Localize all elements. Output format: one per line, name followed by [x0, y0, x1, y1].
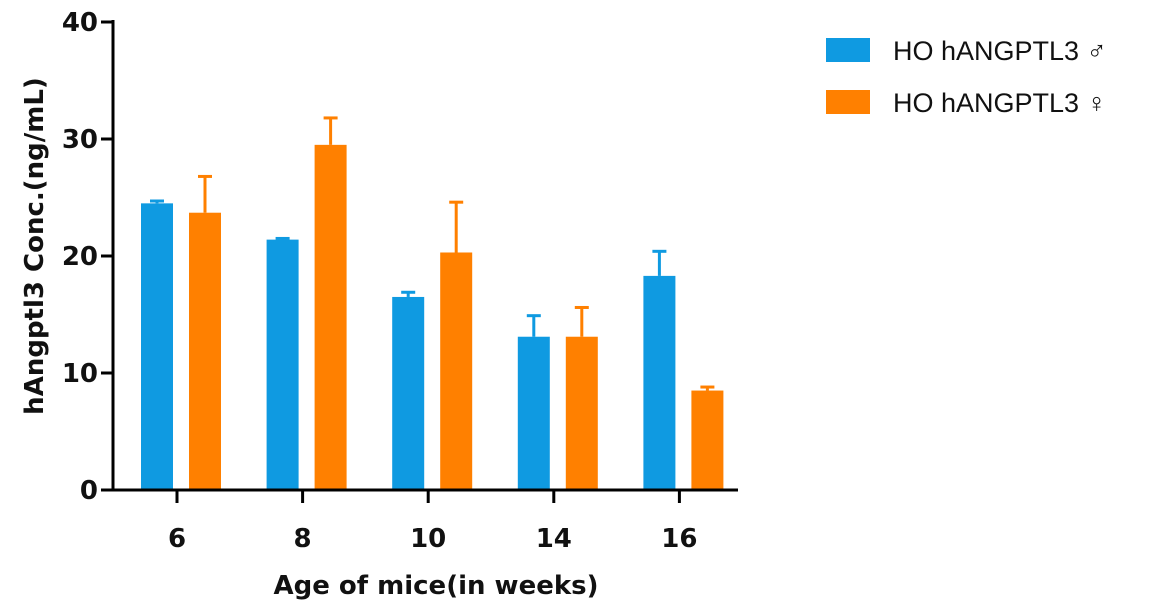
y-tick-label: 0: [80, 476, 98, 506]
legend-label: HO hANGPTL3 ♂: [893, 36, 1107, 66]
legend-label: HO hANGPTL3 ♀: [893, 88, 1107, 118]
error-bar-s1-14: [526, 314, 541, 337]
legend-swatch: [826, 90, 870, 114]
x-tick-label: 10: [410, 524, 446, 554]
error-bar-s2-10: [449, 200, 464, 253]
error-bar-s2-6: [198, 174, 212, 213]
bar-s1-16: [643, 275, 676, 490]
x-tick-label: 14: [536, 524, 572, 554]
bar-s2-10: [440, 252, 473, 490]
x-tick-label: 6: [168, 524, 186, 554]
y-axis-title: hAngptl3 Conc.(ng/mL): [20, 77, 50, 415]
bar-s2-6: [189, 212, 221, 490]
error-bar-s2-14: [574, 305, 589, 337]
bar-s1-10: [392, 296, 425, 490]
bar-s1-6: [141, 203, 173, 490]
x-tick-label: 16: [661, 524, 697, 554]
x-axis-title: Age of mice(in weeks): [274, 571, 599, 601]
y-tick-label: 40: [62, 8, 98, 38]
y-tick-label: 30: [62, 125, 98, 155]
bar-s1-14: [517, 336, 550, 490]
y-tick-label: 10: [62, 359, 98, 389]
bar-s2-8: [314, 144, 347, 490]
legend: HO hANGPTL3 ♂ HO hANGPTL3 ♀: [826, 36, 1107, 118]
error-bar-s1-10: [401, 290, 416, 297]
legend-swatch: [826, 38, 870, 62]
y-tick-label: 20: [62, 242, 98, 272]
y-ticks: 0 10 20 30 40: [62, 8, 113, 506]
error-bar-s1-16: [652, 249, 667, 276]
bars: [141, 144, 724, 490]
bar-s2-16: [691, 390, 724, 490]
bar-s2-14: [565, 336, 598, 490]
error-bar-s2-8: [323, 116, 338, 145]
bar-s1-8: [266, 239, 299, 490]
x-ticks: 6 8 10 14 16: [168, 490, 697, 554]
error-bar-s1-8: [275, 236, 290, 240]
error-bars: [150, 116, 715, 391]
x-tick-label: 8: [294, 524, 312, 554]
error-bar-s2-16: [700, 385, 715, 391]
error-bar-s1-6: [150, 199, 164, 204]
